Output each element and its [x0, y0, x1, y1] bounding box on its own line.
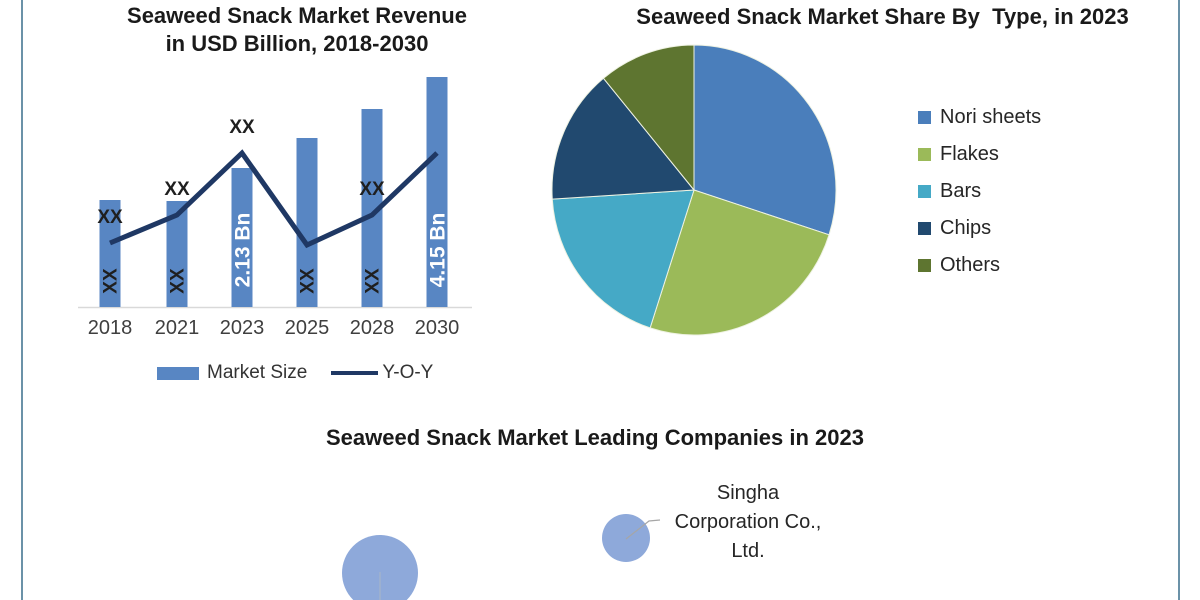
pie-chart-legend: Nori sheets Flakes Bars Chips Others	[918, 105, 1041, 290]
market-share-pie-chart	[551, 44, 837, 336]
frame-border-right	[1178, 0, 1180, 600]
legend-item-flakes: Flakes	[918, 142, 1041, 166]
bar-2030	[426, 77, 448, 307]
bubble-large	[342, 535, 418, 600]
bar-value-label-2021: XX	[168, 268, 189, 294]
legend-swatch-flakes	[918, 147, 931, 161]
legend-item-nori-sheets: Nori sheets	[918, 105, 1041, 129]
x-tick-2030: 2030	[415, 317, 460, 339]
pie-slice-chips	[551, 77, 695, 200]
pie-slice-nori-sheets	[693, 44, 837, 236]
legend-label: Others	[940, 253, 1001, 276]
pie-slice-flakes	[649, 189, 830, 336]
x-tick-2028: 2028	[350, 317, 395, 339]
market-size-swatch	[157, 366, 199, 380]
pie-slice-others	[602, 44, 695, 192]
bar-value-label-2025: XX	[298, 268, 319, 294]
pie-slice-bars	[551, 189, 695, 329]
legend-item-bars: Bars	[918, 179, 1041, 203]
legend-swatch-nori-sheets	[918, 110, 931, 124]
x-tick-2023: 2023	[220, 317, 265, 339]
market-size-legend-label: Market Size	[207, 362, 308, 383]
bubble-label-singha: Singha Corporation Co., Ltd.	[674, 482, 822, 562]
legend-label: Chips	[940, 216, 992, 239]
legend-item-others: Others	[918, 253, 1041, 277]
yoy-point-label-2021: XX	[164, 179, 190, 200]
x-tick-2018: 2018	[88, 317, 133, 339]
yoy-point-label-2018: XX	[97, 207, 123, 228]
bubble-singha	[602, 514, 650, 562]
revenue-chart-title: Seaweed Snack Market Revenue in USD Bill…	[127, 3, 467, 56]
legend-label: Bars	[940, 179, 982, 202]
bar-value-label-2018: XX	[101, 268, 122, 294]
legend-label: Flakes	[940, 142, 999, 165]
x-tick-2025: 2025	[285, 317, 330, 339]
bar-value-label-2023: 2.13 Bn	[231, 213, 254, 288]
yoy-point-label-2028: XX	[359, 179, 385, 200]
leader-line-singha	[625, 519, 661, 540]
bar-2018	[99, 200, 121, 307]
yoy-line-swatch	[331, 371, 379, 375]
bar-2023	[231, 168, 253, 307]
legend-swatch-chips	[918, 221, 931, 235]
revenue-chart-legend: Market Size Y-O-Y	[157, 361, 433, 385]
bar-2025	[296, 138, 318, 307]
bar-2028	[361, 109, 383, 307]
bubble-chart-title: Seaweed Snack Market Leading Companies i…	[326, 425, 864, 450]
yoy-line	[109, 149, 439, 249]
legend-item-chips: Chips	[918, 216, 1041, 240]
legend-swatch-others	[918, 258, 931, 272]
bar-2021	[166, 201, 188, 307]
bar-value-label-2028: XX	[363, 268, 384, 294]
legend-label: Nori sheets	[940, 105, 1042, 128]
yoy-legend-label: Y-O-Y	[382, 362, 434, 383]
frame-border-left	[21, 0, 23, 600]
pie-chart-title: Seaweed Snack Market Share By Type, in 2…	[636, 4, 1129, 29]
x-tick-2021: 2021	[155, 317, 200, 339]
leading-companies-bubble-chart	[342, 514, 661, 600]
revenue-bar-line-chart: XX XX 2.13 Bn XX XX 4.15 Bn XX XX XX XX 2018 2021 20…	[78, 77, 472, 339]
yoy-point-label-2023: XX	[229, 117, 255, 138]
bar-value-label-2030: 4.15 Bn	[426, 213, 449, 288]
legend-swatch-bars	[918, 184, 931, 198]
